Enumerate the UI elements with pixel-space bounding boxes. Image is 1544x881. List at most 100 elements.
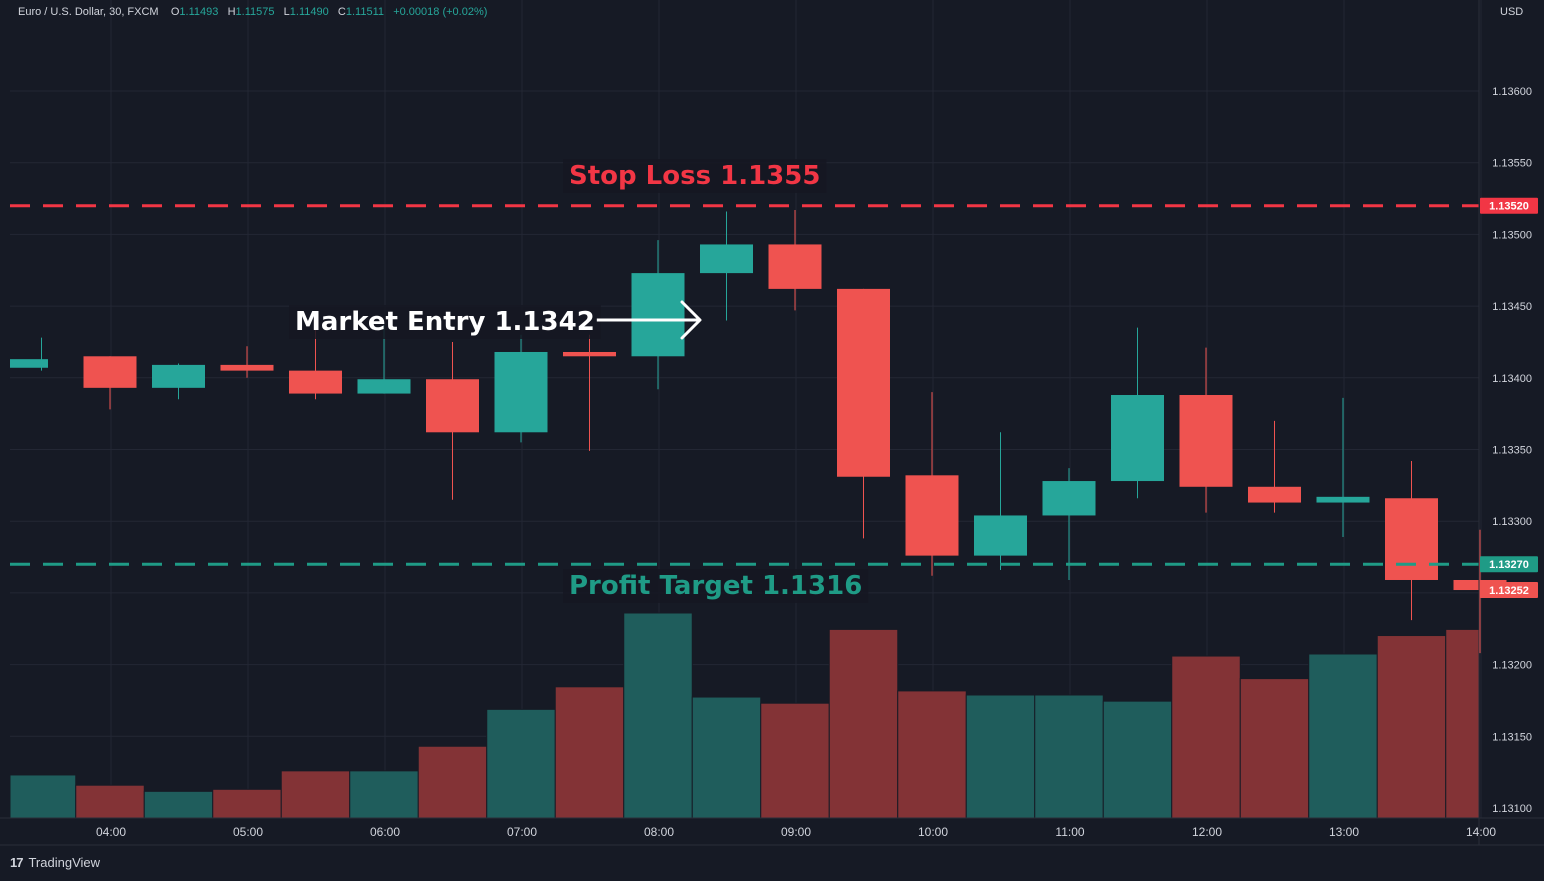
close-label: C [337, 6, 346, 18]
candle [1111, 327, 1164, 499]
candle [152, 363, 205, 400]
volume-bar [486, 708, 556, 819]
symbol-legend: Euro / U.S. Dollar, 30, FXCM O1.11493 H1… [18, 6, 487, 18]
profit-target-annotation-bg [563, 569, 869, 603]
price-label-text: 1.13270 [1489, 559, 1529, 571]
y-tick-label: 1.13350 [1492, 445, 1532, 457]
stop-loss-annotation: Stop Loss 1.1355 [569, 161, 820, 191]
x-tick-label: 11:00 [1055, 825, 1084, 839]
entry-annotation: Market Entry 1.1342 [295, 307, 595, 337]
y-tick-label: 1.13300 [1492, 516, 1532, 528]
y-tick-label: 1.13200 [1492, 660, 1532, 672]
candle-body [1248, 486, 1301, 503]
low-value: 1.11490 [289, 6, 329, 18]
x-tick-label: 14:00 [1466, 825, 1496, 839]
x-tick-label: 04:00 [96, 825, 126, 839]
candle-body [837, 288, 890, 477]
tradingview-logo-text: TradingView [28, 855, 101, 870]
candle-body [1316, 496, 1370, 503]
volume-bar [1445, 628, 1480, 819]
price-label-box [1480, 556, 1538, 573]
candle [1385, 460, 1438, 621]
candle-body [768, 244, 822, 289]
price-label-box [1480, 197, 1538, 214]
candle-body [1111, 395, 1164, 482]
low-label: L [283, 6, 290, 18]
candle [837, 288, 890, 539]
candle-body [974, 515, 1027, 556]
candle [1042, 468, 1096, 580]
x-tick-label: 05:00 [233, 825, 263, 839]
candle-body [1179, 395, 1233, 487]
candle [1179, 347, 1233, 513]
candle-body [1042, 481, 1096, 516]
change-value: +0.00018 (+0.02%) [393, 6, 488, 18]
x-tick-label: 12:00 [1192, 825, 1222, 839]
high-value: 1.11575 [235, 6, 275, 18]
volume-bar [828, 628, 899, 819]
price-label-text: 1.13252 [1489, 585, 1529, 597]
candle-body [1385, 498, 1438, 580]
candle-body [357, 379, 411, 394]
volume-bar [1239, 678, 1310, 819]
entry-annotation-bg [289, 305, 601, 339]
tradingview-logo-icon: 17 [10, 855, 24, 870]
volume-bar [212, 788, 282, 819]
candle [631, 240, 685, 390]
volume-bar [623, 612, 693, 819]
candle [220, 346, 274, 378]
y-tick-label: 1.13450 [1492, 301, 1532, 313]
volume-bar [760, 702, 830, 819]
candle [768, 210, 822, 311]
x-tick-label: 10:00 [918, 825, 948, 839]
x-tick-label: 13:00 [1329, 825, 1359, 839]
x-tick-label: 06:00 [370, 825, 400, 839]
volume-bar [1034, 694, 1104, 819]
volume-bar [1376, 635, 1447, 819]
currency-label[interactable]: USD [1497, 6, 1527, 18]
candle-body [83, 356, 137, 388]
profit-target-annotation: Profit Target 1.1316 [569, 571, 862, 601]
entry-arrow-head [680, 300, 702, 340]
y-tick-label: 1.13400 [1492, 373, 1532, 385]
stop-loss-annotation-bg [563, 159, 827, 193]
candle-body [700, 244, 753, 274]
candle-body [631, 273, 685, 357]
candle-body [563, 351, 616, 357]
candle-body [494, 351, 548, 433]
candle [974, 432, 1027, 570]
volume-bar [691, 696, 762, 819]
candle [10, 337, 48, 371]
tradingview-logo[interactable]: 17 TradingView [10, 855, 100, 870]
candle [1248, 420, 1301, 513]
open-value: 1.11493 [179, 6, 219, 18]
volume-bar [554, 686, 625, 819]
volume-bar [143, 790, 214, 819]
price-label-box [1480, 582, 1538, 599]
y-tick-label: 1.13550 [1492, 158, 1532, 170]
volume-bar [75, 784, 145, 819]
close-value: 1.11511 [345, 6, 385, 18]
volume-bar [1171, 655, 1241, 819]
candle-body [220, 364, 274, 371]
candle [1316, 397, 1370, 537]
high-label: H [227, 6, 236, 18]
y-tick-label: 1.13150 [1492, 731, 1532, 743]
candle [905, 392, 959, 576]
candle-body [426, 379, 479, 433]
x-tick-label: 08:00 [644, 825, 674, 839]
x-tick-label: 09:00 [781, 825, 811, 839]
volume-bar [897, 690, 967, 819]
y-tick-label: 1.13100 [1492, 803, 1532, 815]
open-label: O [170, 6, 180, 18]
candle-body [10, 359, 48, 368]
volume-bar [1102, 700, 1173, 819]
y-tick-label: 1.13600 [1492, 86, 1532, 98]
volume-bar [280, 770, 351, 819]
price-label-text: 1.13520 [1489, 201, 1529, 213]
volume-bar [965, 694, 1036, 819]
candle [563, 334, 616, 451]
candle [426, 341, 479, 500]
